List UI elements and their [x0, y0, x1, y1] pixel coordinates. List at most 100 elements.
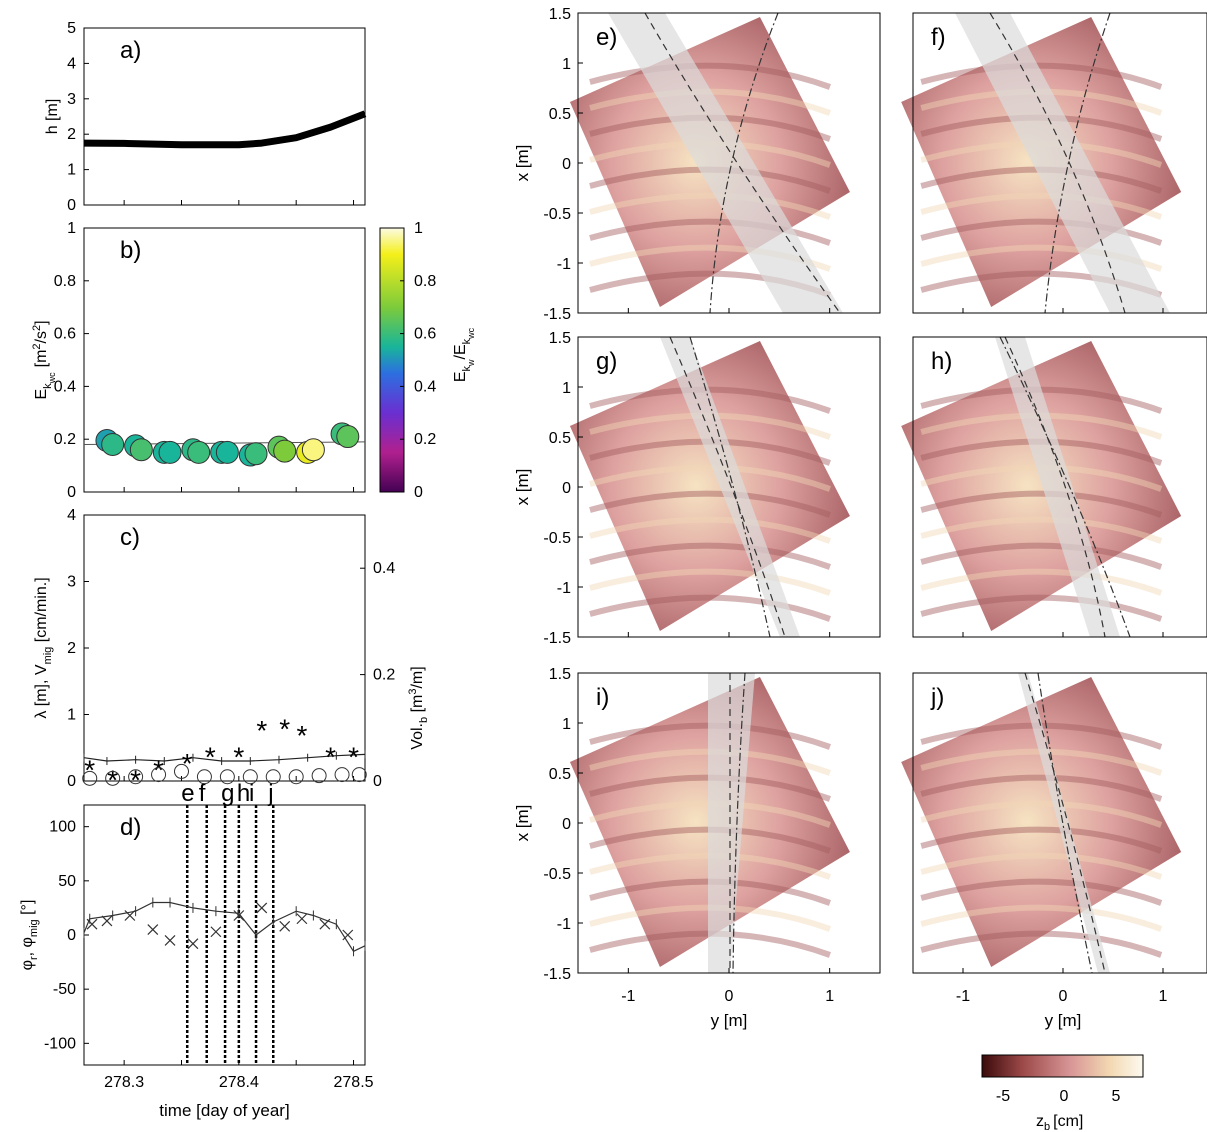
volume-point: [105, 770, 121, 786]
volume-point: [128, 769, 144, 785]
map-panel-label: i): [596, 684, 609, 711]
xtick-label: 278.5: [334, 1074, 374, 1091]
ytick-label: 1: [67, 707, 76, 724]
direction-cone: [708, 673, 755, 973]
migration-angle-point: [233, 910, 245, 921]
ripple-crest: [920, 826, 1163, 854]
map-ytick-label: -0.5: [543, 866, 571, 883]
map-ytick-label: -1.5: [543, 630, 571, 647]
ytick-label: 1: [67, 162, 76, 179]
map-frame: [912, 12, 1207, 314]
migration-angle-point: [319, 918, 331, 930]
ripple-crest: [920, 386, 1163, 414]
energy-point: [215, 440, 239, 464]
ripple-crest: [589, 88, 831, 116]
panel-label-a: a): [120, 37, 141, 64]
ripple-crest: [920, 568, 1163, 596]
ytick-label: 0.8: [54, 273, 76, 290]
migration-angle-point: [101, 915, 113, 927]
ripple-crest: [589, 490, 831, 518]
bed-elevation-maps: e) 1.5 1 0.5 0 -0.5 -1 -1.5 x [m] f) g) 1.5 1 0.5 0 -0.…: [513, 6, 1207, 1030]
ripple-angle-line: [83, 901, 366, 953]
energy-colorbar-tick: 0.4: [414, 378, 436, 395]
map-panel-label: j): [930, 684, 944, 711]
map-xtick-label: -1: [956, 988, 970, 1005]
map-xtick-label: 1: [1159, 988, 1168, 1005]
xlabel-time: time [day of year]: [159, 1101, 289, 1120]
migration-angle-point: [124, 910, 136, 921]
ytick-label: -100: [44, 1035, 76, 1052]
ripple-direction-line: [1024, 672, 1106, 974]
map-panel-j: j) -1 0 1 y [m]: [901, 672, 1207, 1030]
xtick-label: 278.3: [104, 1074, 144, 1091]
ripple-direction-line: [989, 12, 1126, 314]
ripple-crest: [920, 800, 1163, 828]
migration-speed-point: *: [84, 755, 95, 786]
ytick-label: 0: [67, 773, 76, 790]
ytick-right-label: 0.2: [373, 667, 395, 684]
migration-direction-line: [1037, 672, 1093, 974]
event-marker-label: h: [237, 780, 250, 807]
map-ytick-label: 0.5: [549, 766, 571, 783]
migration-angle-point: [147, 924, 159, 936]
ripple-crest: [920, 62, 1163, 90]
ripple-crest: [589, 386, 831, 414]
map-ytick-label: 1: [562, 716, 571, 733]
map-ytick-label: 1.5: [549, 666, 571, 683]
migration-speed-point: *: [130, 765, 141, 796]
ylabel-c-right: Vol.b [m3/m]: [407, 666, 430, 749]
map-ytick-label: -1: [557, 580, 571, 597]
map-xtick-label: 1: [825, 988, 834, 1005]
ylabel-d: φr, φmig [°]: [19, 900, 40, 971]
volume-point: [196, 769, 212, 785]
energy-point: [158, 440, 182, 464]
migration-direction-line: [1044, 12, 1111, 314]
energy-point: [187, 440, 211, 464]
wavelength-line: [83, 753, 366, 762]
energy-colorbar-tick: 1: [414, 220, 423, 237]
zb-tick-neg5: -5: [996, 1088, 1010, 1105]
map-ytick-label: -1: [557, 916, 571, 933]
energy-colorbar-label: Ekw/Ekwc: [452, 327, 476, 382]
zb-label: zb [cm]: [1036, 1113, 1083, 1132]
event-marker-label: j: [267, 780, 273, 807]
migration-direction-line: [709, 12, 779, 314]
energy-colorbar-tick: 0.2: [414, 431, 436, 448]
map-ytick-label: 0: [562, 816, 571, 833]
energy-point: [336, 425, 360, 449]
ytick-label: 0.4: [54, 378, 76, 395]
map-ylabel: x [m]: [513, 805, 532, 842]
ripple-crest: [920, 878, 1163, 906]
ripple-crest: [589, 542, 831, 570]
map-ytick-label: -0.5: [543, 206, 571, 223]
energy-point: [301, 438, 325, 462]
time-series-panels: 0 1 2 3 4 5 a) h [m] 0 0.2 0.4 0.6 0.8 1 b) Ekwc[m2/s2]…: [19, 20, 476, 1120]
migration-speed-point: *: [325, 741, 336, 772]
bed-elevation-surface: [901, 677, 1182, 967]
direction-cone: [608, 13, 843, 313]
zb-tick-5: 5: [1112, 1088, 1121, 1105]
migration-angle-point: [256, 902, 268, 914]
ytick-label: 2: [67, 640, 76, 657]
ytick-label: 5: [67, 20, 76, 37]
ripple-crest: [589, 594, 831, 622]
ytick-label: -50: [53, 981, 76, 998]
map-panel-label: g): [596, 348, 617, 375]
ytick-label: 0.2: [54, 431, 76, 448]
map-ylabel: x [m]: [513, 145, 532, 182]
ytick-right-label: 0: [373, 773, 382, 790]
migration-speed-point: *: [107, 765, 118, 796]
ripple-crest: [589, 568, 831, 596]
energy-colorbar-tick: 0.6: [414, 326, 436, 343]
ripple-direction-line: [669, 336, 786, 638]
axes-frame-c: [83, 514, 366, 782]
migration-speed-point: *: [233, 741, 244, 772]
volume-point: [151, 767, 167, 783]
bed-elevation-surface: [901, 341, 1182, 631]
energy-point: [273, 439, 297, 463]
map-xlabel: y [m]: [711, 1011, 748, 1030]
map-panel-label: f): [931, 24, 946, 51]
ylabel-c: λ [m], Vmig [cm/min.]: [33, 577, 54, 718]
